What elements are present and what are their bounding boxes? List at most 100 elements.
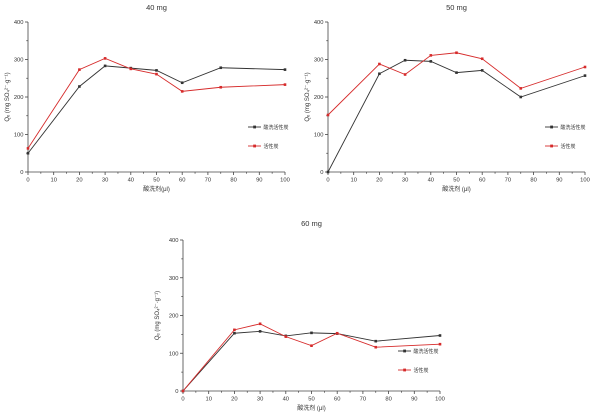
x-tick-label: 10 <box>350 178 356 184</box>
data-point <box>335 331 339 335</box>
data-point <box>283 68 287 71</box>
data-point <box>181 389 185 393</box>
data-point <box>583 74 587 77</box>
legend-item: 活性炭 <box>398 367 429 374</box>
y-axis-label: Qₑ (mg SO₄²⁻·g⁻¹) <box>155 291 161 340</box>
data-point <box>519 95 523 99</box>
x-tick-label: 80 <box>230 178 236 184</box>
data-point <box>258 322 262 326</box>
chart-svg: 60 mg 0 10 20 30 40 50 60 70 80 90 100 0 100 200 300 400… <box>155 219 445 412</box>
x-tick-label: 10 <box>205 397 211 403</box>
y-tick-label: 0 <box>20 170 23 176</box>
legend-label: 酸洗活性炭 <box>414 348 439 355</box>
x-tick-label: 60 <box>179 178 185 184</box>
x-tick-label: 50 <box>453 178 459 184</box>
data-point <box>155 72 158 76</box>
data-point <box>438 342 442 346</box>
data-point <box>284 335 288 338</box>
data-point <box>180 81 184 85</box>
data-point <box>310 331 313 335</box>
x-tick-label: 0 <box>26 178 29 184</box>
data-point <box>583 65 587 69</box>
legend-marker <box>550 144 553 148</box>
data-point <box>455 51 458 55</box>
series-line-black <box>27 65 286 154</box>
series-line-black <box>327 59 586 173</box>
x-tick-label: 90 <box>256 178 262 184</box>
x-tick-label: 70 <box>205 178 211 184</box>
x-tick-label: 90 <box>411 397 417 403</box>
x-tick-label: 40 <box>428 178 434 184</box>
x-tick-label: 20 <box>231 397 237 403</box>
data-point <box>219 85 223 89</box>
legend-marker <box>253 144 256 148</box>
data-point <box>180 90 184 93</box>
x-axis-label: 酸洗剂 (μl) <box>442 185 470 193</box>
y-tick-label: 300 <box>169 276 179 282</box>
legend-label: 活性炭 <box>561 143 576 150</box>
y-tick-label: 400 <box>14 20 24 26</box>
chart-svg: 40 mg 0 10 20 30 40 50 60 70 80 90 100 0 100 200 300 400… <box>5 3 290 193</box>
legend-label: 酸洗活性炭 <box>561 124 586 131</box>
series-line-black <box>182 330 441 392</box>
data-point <box>326 113 330 117</box>
x-tick-label: 90 <box>556 178 562 184</box>
x-tick-label: 40 <box>283 397 289 403</box>
data-point <box>403 73 407 76</box>
data-point <box>374 339 378 343</box>
legend-marker <box>550 125 553 129</box>
y-axis-label: Qₑ (mg SO₄²⁻·g⁻¹) <box>305 72 311 121</box>
y-tick-label: 300 <box>14 58 24 64</box>
x-tick-label: 20 <box>376 178 382 184</box>
data-point <box>378 72 381 76</box>
y-tick-label: 0 <box>320 170 323 176</box>
data-point <box>378 62 381 66</box>
data-point <box>155 69 158 72</box>
y-tick-label: 300 <box>314 58 324 64</box>
x-tick-label: 30 <box>402 178 408 184</box>
legend-item: 活性炭 <box>545 143 576 150</box>
x-tick-label: 50 <box>153 178 159 184</box>
data-point <box>519 87 523 90</box>
data-point <box>103 57 107 60</box>
legend-label: 活性炭 <box>414 367 429 374</box>
data-point <box>103 64 107 68</box>
data-point <box>429 54 433 57</box>
chart-title: 60 mg <box>301 219 322 228</box>
chart-50mg: 50 mg 0 10 20 30 40 50 60 70 80 90 100 0 100 200 300 400… <box>300 0 600 209</box>
data-point <box>480 57 484 61</box>
data-point <box>429 60 433 63</box>
x-axis-label: 酸洗剂(μl) <box>143 185 170 193</box>
y-tick-label: 200 <box>14 95 24 101</box>
y-tick-label: 100 <box>14 133 24 139</box>
x-tick-label: 100 <box>580 178 590 184</box>
x-tick-label: 40 <box>128 178 134 184</box>
legend-marker <box>253 125 256 129</box>
data-point <box>78 85 81 88</box>
series-line-red <box>27 57 286 149</box>
y-tick-label: 100 <box>169 351 179 357</box>
data-point <box>258 330 262 333</box>
data-point <box>310 344 313 347</box>
x-tick-label: 80 <box>530 178 536 184</box>
data-point <box>78 68 81 71</box>
chart-svg: 50 mg 0 10 20 30 40 50 60 70 80 90 100 0 100 200 300 400… <box>305 3 590 193</box>
x-tick-label: 0 <box>181 397 184 403</box>
legend-item: 活性炭 <box>248 143 279 150</box>
x-tick-label: 70 <box>505 178 511 184</box>
data-point <box>26 147 30 150</box>
x-tick-label: 20 <box>76 178 82 184</box>
data-point <box>129 67 133 71</box>
data-point <box>326 170 330 174</box>
series-line-red <box>327 52 586 116</box>
legend-marker <box>403 368 406 372</box>
y-tick-label: 400 <box>314 20 324 26</box>
chart-title: 40 mg <box>146 3 167 12</box>
data-point <box>403 58 407 62</box>
y-tick-label: 100 <box>314 133 324 139</box>
x-tick-label: 10 <box>50 178 56 184</box>
chart-60mg: 60 mg 0 10 20 30 40 50 60 70 80 90 100 0 100 200 300 400… <box>150 209 450 418</box>
data-point <box>233 331 236 335</box>
x-tick-label: 80 <box>385 397 391 403</box>
